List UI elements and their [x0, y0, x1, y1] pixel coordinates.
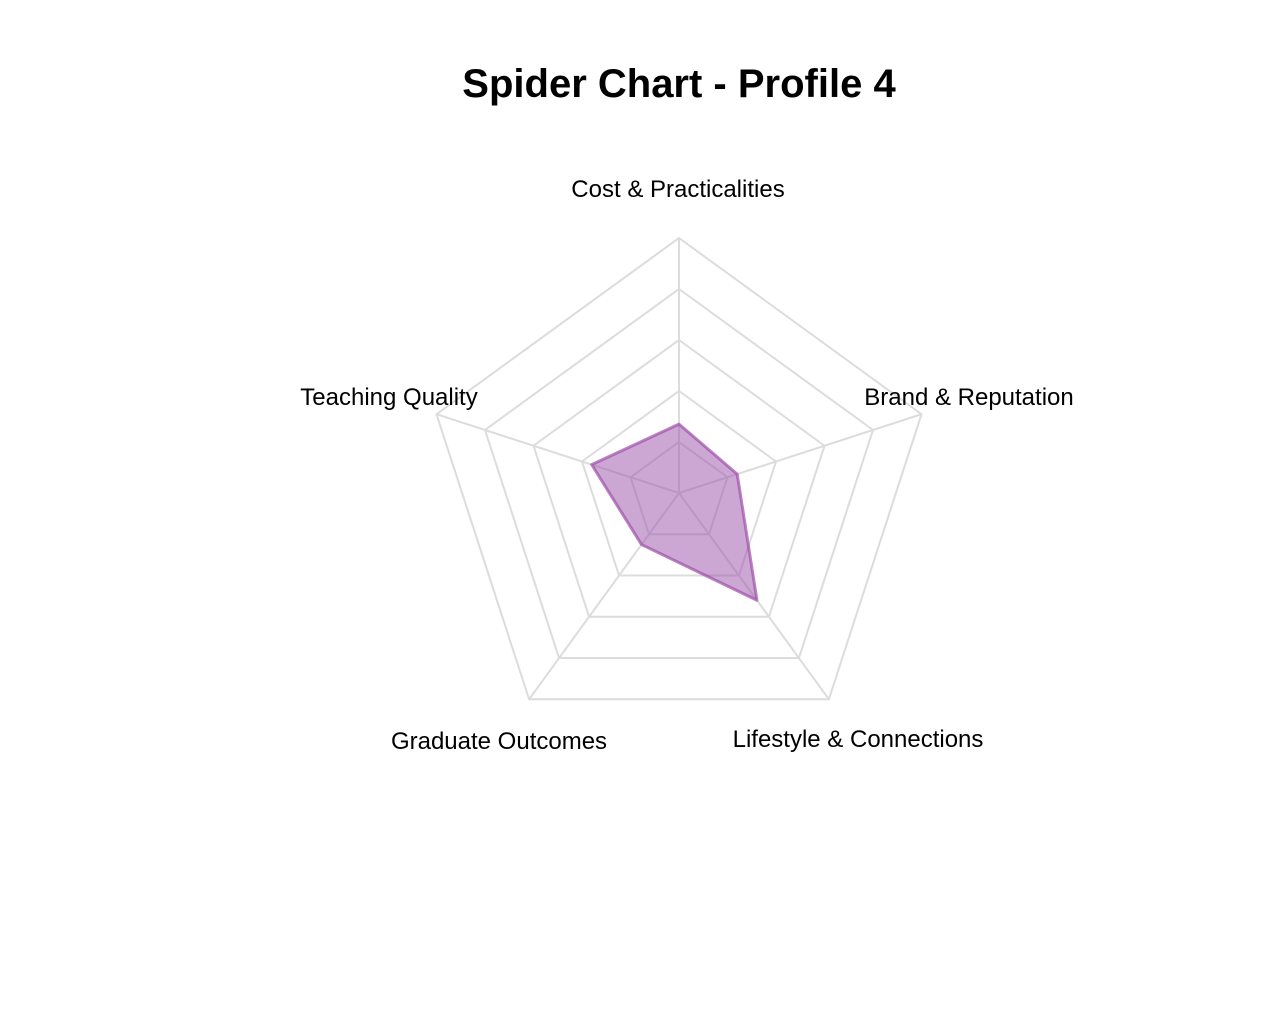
- axis-label-graduate-outcomes: Graduate Outcomes: [391, 728, 607, 755]
- axis-labels: Cost & Practicalities Brand & Reputation…: [300, 176, 1073, 755]
- grid-ring-3: [532, 338, 826, 618]
- grid-ring-2: [580, 389, 778, 577]
- radar-series-layer: [590, 422, 759, 602]
- axis-label-lifestyle-connections: Lifestyle & Connections: [733, 726, 984, 753]
- axis-label-teaching-quality: Teaching Quality: [300, 384, 477, 411]
- grid-ring-4: [483, 287, 875, 660]
- axis-label-cost-practicalities: Cost & Practicalities: [571, 176, 784, 203]
- grid-ring-5: [435, 236, 923, 701]
- radar-series-area-0: [590, 422, 759, 602]
- axis-label-brand-reputation: Brand & Reputation: [864, 384, 1073, 411]
- chart-title: Spider Chart - Profile 4: [462, 62, 896, 106]
